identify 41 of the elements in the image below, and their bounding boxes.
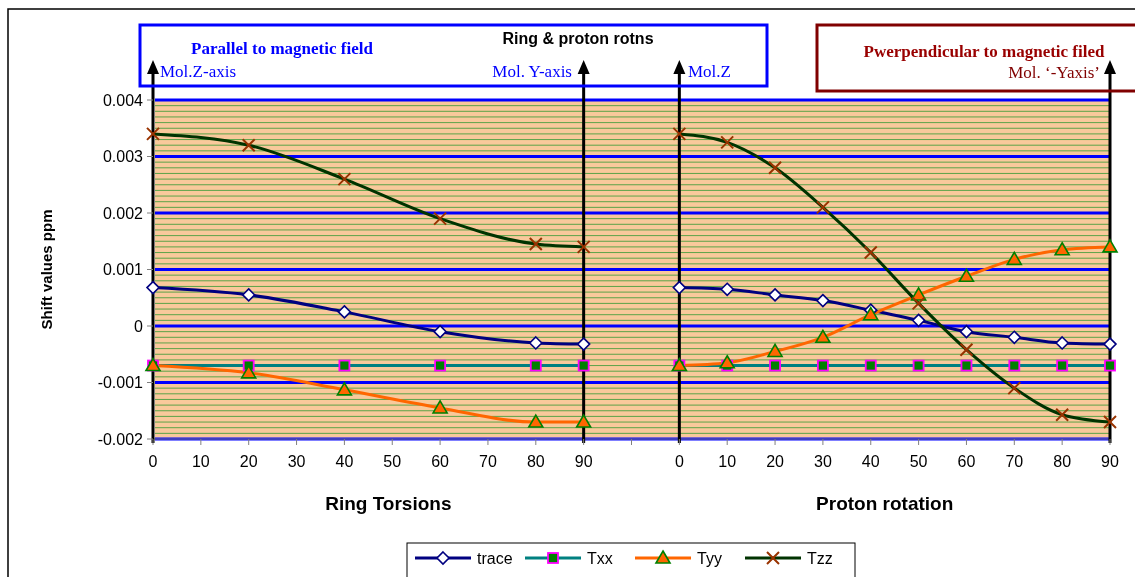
y-tick-label: 0.002 (102, 204, 144, 222)
text: Parallel to magnetic field (191, 39, 374, 58)
text: Mol.Z (688, 62, 731, 81)
y-tick-label: 0.003 (102, 148, 144, 166)
x-tick-label: 60 (957, 453, 976, 470)
text: Mol. Y-axis (492, 62, 572, 81)
text: Mol.Z-axis (160, 62, 237, 81)
legend-label: Tzz (807, 549, 833, 567)
text: Pwerpendicular to magnetic filed (863, 42, 1106, 61)
x-tick-label: 80 (1053, 453, 1072, 470)
y-tick-label: 0.004 (102, 91, 144, 109)
x-tick-label: 90 (1101, 453, 1119, 470)
y-tick-label: -0.002 (97, 430, 144, 448)
text: Proton rotation (816, 493, 954, 514)
x-tick-label: 30 (287, 453, 306, 470)
legend-label: trace (477, 549, 513, 567)
x-tick-label: 30 (814, 453, 832, 470)
x-tick-label: 80 (526, 453, 545, 470)
x-tick-label: 50 (383, 453, 402, 470)
x-tick-label: 60 (431, 453, 450, 470)
text: Ring Torsions (325, 493, 452, 514)
x-tick-label: 20 (766, 453, 785, 470)
y-tick-label: 0 (134, 317, 144, 335)
y-tick-label: -0.001 (97, 374, 144, 392)
x-tick-label: 70 (479, 453, 497, 470)
x-tick-label: 40 (335, 453, 354, 470)
x-tick-label: 40 (861, 453, 880, 470)
x-tick-label: 0 (674, 453, 684, 470)
legend-label: Txx (587, 549, 613, 567)
legend-label: Tyy (697, 549, 722, 567)
x-tick-label: 0 (148, 453, 158, 470)
y-axis-title: Shift values ppm (38, 209, 55, 330)
y-tick-label: 0.001 (102, 261, 144, 279)
x-tick-label: 50 (909, 453, 928, 470)
x-tick-label: 20 (239, 453, 258, 470)
text: Mol. ‘-Yaxis’ (1008, 63, 1100, 82)
x-tick-label: 10 (191, 453, 210, 470)
chart-title: Ring & proton rotns (502, 30, 654, 47)
x-tick-label: 10 (718, 453, 737, 470)
x-tick-label: 70 (1005, 453, 1024, 470)
x-tick-label: 90 (574, 453, 593, 470)
